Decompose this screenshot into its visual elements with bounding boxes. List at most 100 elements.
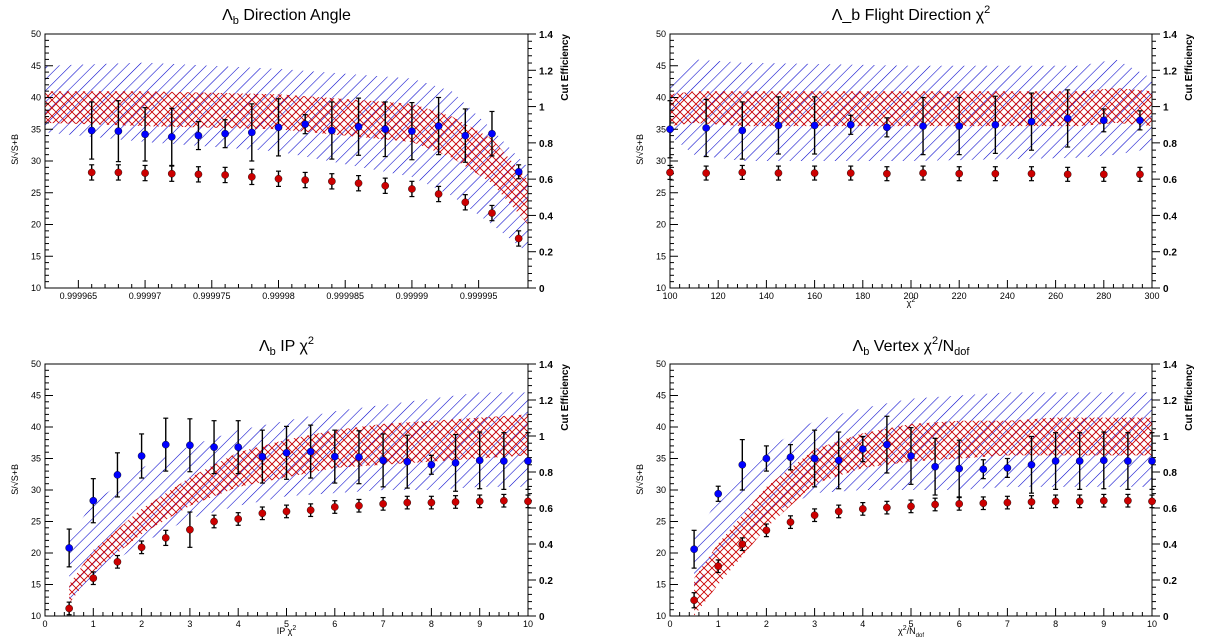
- y-tick-label: 50: [31, 359, 41, 369]
- efficiency-point: [907, 502, 915, 511]
- efficiency-point: [979, 499, 988, 508]
- efficiency-point: [234, 515, 242, 523]
- significance-point: [381, 125, 390, 134]
- x-axis-label: χ2/Ndof: [898, 625, 924, 639]
- chart-title: Λb IP χ2: [259, 335, 314, 358]
- x-tick-label: 3: [187, 619, 192, 629]
- x-tick-label: 7: [1005, 619, 1010, 629]
- red-hatched-band: [45, 91, 528, 225]
- efficiency-point: [1100, 496, 1108, 505]
- significance-point: [1027, 460, 1036, 469]
- significance-point: [979, 465, 988, 474]
- efficiency-point: [434, 190, 443, 198]
- efficiency-point: [379, 500, 387, 508]
- y2-axis-label: Cut Efficiency: [560, 34, 571, 101]
- panel-flight-direction: 100 120 140 160 180 200 220 240 260 280 3001015202…: [635, 4, 1195, 308]
- title-part: Λ: [259, 338, 270, 355]
- y-tick-label: 45: [656, 391, 666, 401]
- significance-point: [330, 452, 339, 461]
- efficiency-point: [114, 168, 123, 177]
- y2-tick-label: 1.2: [539, 396, 553, 407]
- significance-point: [354, 122, 363, 131]
- efficiency-point: [859, 505, 867, 513]
- y2-tick-label: 1.2: [1163, 66, 1177, 77]
- y2-tick-label: 0.4: [539, 540, 553, 551]
- significance-point: [690, 545, 698, 554]
- significance-point: [1063, 114, 1072, 123]
- x-tick-label: 8: [1053, 619, 1058, 629]
- significance-point: [1003, 464, 1012, 472]
- efficiency-point: [1027, 498, 1036, 506]
- y-tick-label: 35: [31, 454, 41, 464]
- x-tick-label: 0.99998: [262, 291, 295, 301]
- significance-point: [1100, 116, 1108, 125]
- significance-point: [488, 129, 496, 138]
- significance-point: [427, 460, 436, 469]
- y-tick-label: 30: [656, 156, 666, 166]
- significance-point: [919, 122, 927, 130]
- significance-point: [137, 452, 146, 460]
- significance-point: [883, 440, 891, 449]
- chart-title: Λb Direction Angle: [222, 7, 351, 27]
- x-tick-label: 5: [284, 619, 289, 629]
- significance-point: [1136, 116, 1144, 125]
- x-tick-label: 4: [236, 619, 241, 629]
- x-tick-label: 0.999985: [326, 291, 364, 301]
- y2-tick-label: 0.8: [1163, 468, 1177, 479]
- x-tick-label: 4: [860, 619, 865, 629]
- efficiency-point: [1063, 170, 1072, 179]
- efficiency-point: [883, 169, 891, 178]
- y2-tick-label: 0.4: [539, 211, 553, 222]
- significance-point: [274, 123, 283, 132]
- y-tick-label: 10: [656, 611, 666, 621]
- significance-point: [514, 167, 523, 176]
- significance-point: [408, 127, 416, 135]
- efficiency-point: [87, 168, 96, 177]
- y-tick-label: 15: [31, 580, 41, 590]
- title-part: dof: [954, 346, 970, 358]
- y-tick-label: 10: [656, 283, 666, 293]
- efficiency-point: [762, 526, 771, 535]
- title-part: b: [863, 346, 869, 358]
- significance-point: [1027, 117, 1036, 126]
- significance-point: [234, 443, 242, 451]
- efficiency-point: [161, 534, 170, 542]
- y-tick-label: 45: [656, 61, 666, 71]
- x-label-sup: 2: [292, 625, 296, 632]
- efficiency-point: [461, 198, 470, 207]
- y-tick-label: 10: [31, 611, 41, 621]
- efficiency-point: [524, 497, 532, 506]
- title-part: b: [233, 15, 239, 27]
- x-tick-label: 240: [1000, 291, 1015, 301]
- efficiency-point: [475, 497, 484, 506]
- y2-tick-label: 0.8: [539, 468, 553, 479]
- efficiency-point: [1100, 170, 1108, 179]
- y2-tick-label: 1.4: [539, 30, 553, 41]
- x-label-sup: 2: [903, 625, 907, 632]
- efficiency-point: [738, 168, 747, 177]
- x-tick-label: 0: [42, 619, 47, 629]
- y2-tick-label: 0.6: [539, 504, 553, 515]
- significance-point: [883, 123, 891, 132]
- efficiency-point: [702, 169, 710, 177]
- y2-tick-label: 0: [539, 612, 545, 623]
- y-tick-label: 20: [31, 548, 41, 558]
- efficiency-point: [1051, 497, 1060, 506]
- significance-point: [282, 449, 291, 457]
- efficiency-point: [141, 169, 149, 177]
- x-tick-label: 10: [523, 619, 533, 629]
- x-tick-label: 0.99997: [129, 291, 162, 301]
- y-tick-label: 10: [31, 283, 41, 293]
- efficiency-point: [955, 500, 964, 508]
- y2-tick-label: 0.8: [539, 139, 553, 150]
- significance-point: [248, 128, 256, 137]
- significance-point: [194, 131, 203, 140]
- efficiency-point: [167, 169, 176, 178]
- significance-point: [762, 454, 771, 463]
- significance-point: [907, 452, 915, 460]
- x-tick-label: 0.999995: [460, 291, 498, 301]
- efficiency-point: [834, 507, 843, 516]
- efficiency-point: [514, 234, 523, 243]
- significance-point: [301, 120, 309, 128]
